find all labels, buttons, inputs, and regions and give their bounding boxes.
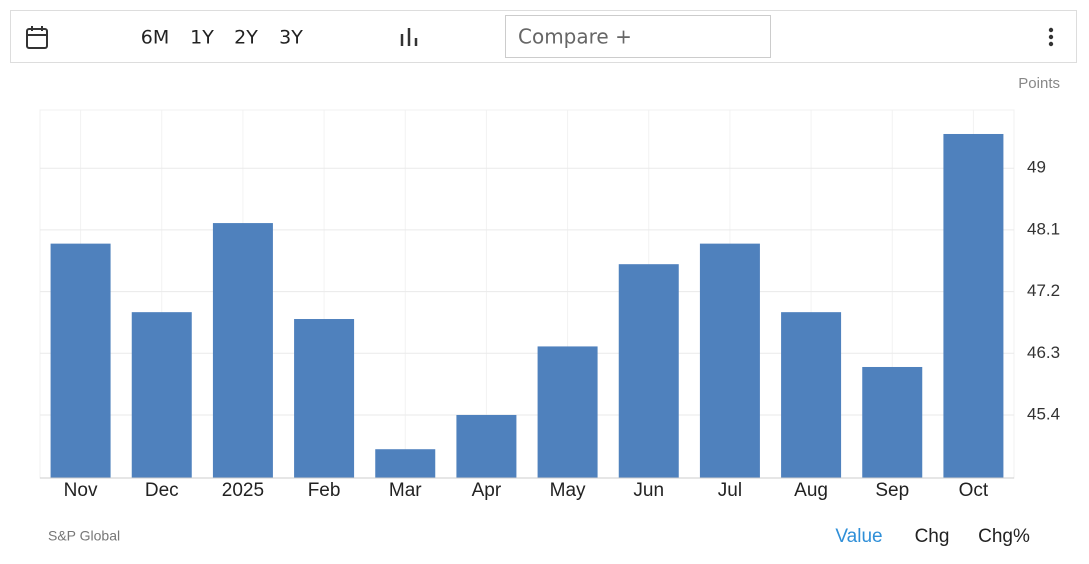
x-tick-label: 2025 xyxy=(222,480,264,501)
x-tick-label: Jul xyxy=(718,480,742,501)
x-tick-label: Feb xyxy=(308,480,341,501)
x-tick-label: Sep xyxy=(875,480,909,501)
unit-label: Points xyxy=(1018,75,1060,92)
x-tick-label: Jun xyxy=(633,480,664,501)
bar xyxy=(456,414,517,478)
bar xyxy=(537,346,598,478)
bar xyxy=(50,243,111,478)
view-button[interactable]: Value xyxy=(835,526,882,547)
calendar-icon[interactable] xyxy=(26,26,48,49)
compare-placeholder[interactable]: Compare + xyxy=(518,25,632,49)
bar xyxy=(699,243,760,478)
y-tick-label: 47.2 xyxy=(1027,281,1060,300)
menu-icon[interactable] xyxy=(1048,27,1054,47)
bar xyxy=(375,449,436,478)
x-tick-label: Aug xyxy=(794,480,828,501)
x-tick-label: May xyxy=(550,480,586,501)
bar xyxy=(781,312,842,478)
y-tick-label: 46.3 xyxy=(1027,343,1060,362)
range-button[interactable]: 6M xyxy=(141,27,169,49)
range-button[interactable]: 1Y xyxy=(190,27,214,49)
source: S&P Global xyxy=(48,528,120,544)
x-tick-label: Apr xyxy=(472,480,502,501)
bar xyxy=(618,264,679,478)
compare-input[interactable] xyxy=(505,15,771,58)
bar xyxy=(943,133,1004,478)
y-tick-label: 45.4 xyxy=(1027,404,1060,423)
x-tick-label: Oct xyxy=(959,480,989,501)
y-tick-label: 48.1 xyxy=(1027,219,1060,238)
x-tick-label: Mar xyxy=(389,480,422,501)
view-button[interactable]: Chg xyxy=(915,526,950,547)
bar xyxy=(131,312,192,478)
range-button[interactable]: 3Y xyxy=(279,27,303,49)
y-tick-label: 49 xyxy=(1027,158,1046,177)
bar xyxy=(862,366,923,478)
x-tick-label: Dec xyxy=(145,480,179,501)
bar xyxy=(212,223,273,478)
chart-type-icon[interactable] xyxy=(400,28,418,46)
range-button[interactable]: 2Y xyxy=(234,27,258,49)
view-button[interactable]: Chg% xyxy=(978,526,1030,547)
bar xyxy=(294,319,355,478)
x-tick-label: Nov xyxy=(64,480,98,501)
